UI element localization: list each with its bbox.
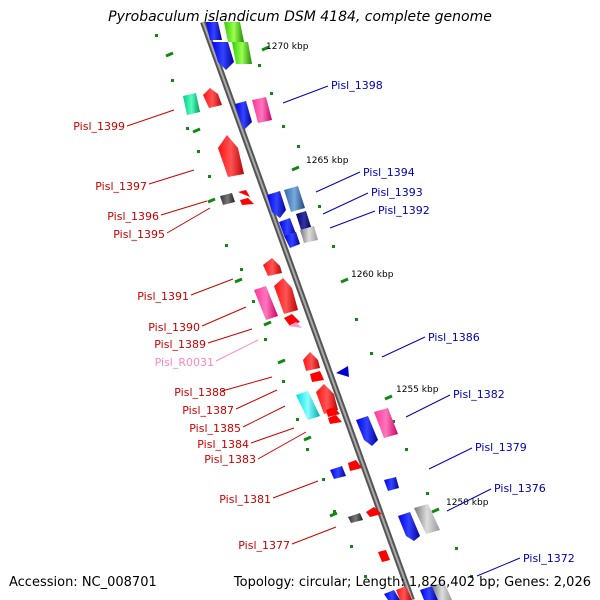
gene-shape: [330, 466, 346, 479]
right-label-connectors: [282, 85, 521, 577]
gene-shape: [240, 198, 254, 205]
gene-shape: [224, 22, 244, 42]
gene-label-pisl-r0031: Pisl_R0031: [155, 356, 214, 369]
gene-shape: [432, 582, 452, 600]
dotted-track-left: [155, 34, 367, 578]
gene-label-pisl-1377: Pisl_1377: [238, 539, 290, 552]
gene-label-pisl-1394: Pisl_1394: [363, 166, 415, 179]
gene-shape: [356, 416, 378, 446]
genome-backbone-highlight: [202, 21, 413, 600]
tick-label-1250: 1250 kbp: [446, 498, 489, 508]
gene-label-pisl-1385: Pisl_1385: [189, 422, 241, 435]
gene-shape: [220, 193, 235, 205]
gene-label-pisl-1386: Pisl_1386: [428, 331, 480, 344]
gene-shape: [284, 232, 300, 248]
rna-label-connector: [215, 339, 259, 362]
gene-label-pisl-1398: Pisl_1398: [331, 79, 383, 92]
gene-shape: [348, 513, 363, 523]
gene-label-pisl-1387: Pisl_1387: [182, 404, 234, 417]
gene-shape: [326, 407, 340, 417]
gene-shape: [384, 477, 399, 491]
gene-shape: [310, 371, 324, 382]
gene-shape: [203, 88, 222, 108]
gene-shape: [284, 186, 305, 212]
gene-shape: [378, 550, 390, 562]
gene-shape: [235, 101, 252, 130]
gene-label-pisl-1376: Pisl_1376: [494, 482, 546, 495]
gene-label-pisl-1389: Pisl_1389: [154, 338, 206, 351]
gene-label-pisl-1379: Pisl_1379: [475, 441, 527, 454]
gene-shape: [274, 278, 298, 314]
gene-label-pisl-1372: Pisl_1372: [523, 552, 575, 565]
gene-shape: [374, 408, 398, 438]
tick-marks: [165, 45, 440, 518]
gene-shape: [414, 504, 440, 534]
accession-label: Accession: NC_008701: [9, 575, 157, 590]
gene-label-pisl-1383: Pisl_1383: [204, 453, 256, 466]
gene-shape: [206, 22, 222, 40]
gene-shape: [303, 352, 320, 371]
gene-shape: [366, 507, 382, 517]
gene-shape: [218, 135, 244, 177]
tick-label-1265: 1265 kbp: [306, 156, 349, 166]
gene-shape: [296, 211, 312, 233]
gene-shape: [267, 191, 286, 218]
gene-shape: [252, 97, 272, 123]
gene-shape: [263, 258, 282, 276]
gene-shapes: [183, 22, 452, 600]
gene-label-pisl-1381: Pisl_1381: [219, 493, 271, 506]
gene-label-pisl-1395: Pisl_1395: [113, 228, 165, 241]
gene-shape: [384, 590, 400, 600]
gene-shape: [183, 93, 200, 115]
gene-shape: [296, 391, 320, 420]
gene-shape: [238, 190, 250, 197]
tick-label-1260: 1260 kbp: [351, 270, 394, 280]
tick-label-1270: 1270 kbp: [266, 42, 309, 52]
gene-label-pisl-1390: Pisl_1390: [148, 321, 200, 334]
gene-shape: [279, 218, 296, 236]
gene-shape: [336, 366, 349, 377]
gene-label-pisl-1384: Pisl_1384: [197, 438, 249, 451]
gene-shape: [348, 460, 362, 471]
gene-shape: [398, 512, 420, 541]
map-title: Pyrobaculum islandicum DSM 4184, complet…: [108, 9, 492, 25]
gene-label-pisl-1382: Pisl_1382: [453, 388, 505, 401]
gene-label-pisl-1388: Pisl_1388: [174, 386, 226, 399]
gene-label-pisl-1393: Pisl_1393: [371, 186, 423, 199]
left-label-connectors: [126, 109, 337, 545]
gene-shape: [212, 42, 234, 70]
topology-label: Topology: circular; Length: 1,826,402 bp…: [233, 575, 591, 590]
gene-label-pisl-1396: Pisl_1396: [107, 210, 159, 223]
gene-label-pisl-1391: Pisl_1391: [137, 290, 189, 303]
gene-shape: [232, 42, 252, 64]
gene-shape: [254, 286, 278, 320]
gene-shape: [316, 384, 338, 414]
gene-label-pisl-1397: Pisl_1397: [95, 180, 147, 193]
tick-label-1255: 1255 kbp: [396, 385, 439, 395]
gene-shape: [396, 586, 412, 600]
gene-label-pisl-1399: Pisl_1399: [73, 120, 125, 133]
gene-shape: [328, 415, 342, 424]
gene-shape: [288, 322, 302, 328]
gene-label-pisl-1392: Pisl_1392: [378, 204, 430, 217]
dotted-track-right: [258, 64, 473, 578]
gene-shape: [300, 226, 318, 243]
